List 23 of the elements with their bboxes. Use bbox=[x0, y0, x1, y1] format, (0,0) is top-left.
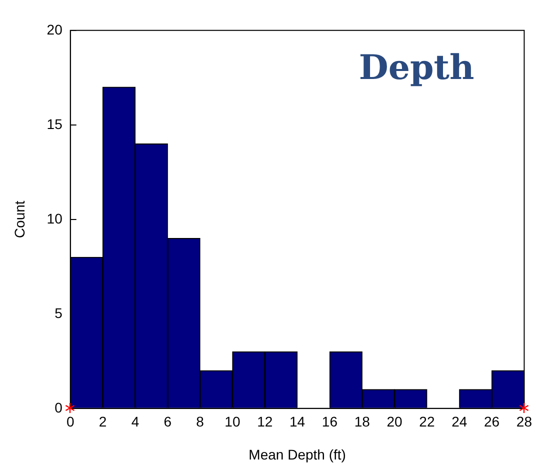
x-tick-label: 14 bbox=[290, 414, 306, 430]
y-tick-label: 15 bbox=[46, 116, 63, 132]
x-tick-label: 0 bbox=[66, 414, 74, 430]
x-tick-label: 24 bbox=[452, 414, 468, 430]
x-tick-label: 16 bbox=[322, 414, 338, 430]
x-tick-label: 10 bbox=[224, 414, 240, 430]
x-tick-label: 20 bbox=[386, 414, 403, 430]
y-tick-label: 0 bbox=[54, 399, 63, 416]
x-tick-label: 6 bbox=[164, 414, 172, 430]
x-tick-label: 26 bbox=[484, 414, 500, 430]
y-axis-title: Count bbox=[11, 200, 28, 238]
x-tick-label: 8 bbox=[196, 414, 204, 430]
x-tick-label: 12 bbox=[257, 414, 273, 430]
x-tick-label: 4 bbox=[131, 414, 140, 430]
y-tick-label: 20 bbox=[46, 21, 63, 38]
y-tick-label: 10 bbox=[46, 210, 63, 226]
y-tick-label: 5 bbox=[54, 304, 63, 321]
text: Depth bbox=[358, 48, 474, 88]
x-tick-label: 2 bbox=[98, 414, 107, 430]
x-tick-label: 22 bbox=[419, 414, 435, 430]
x-tick-label: 28 bbox=[516, 414, 532, 430]
x-axis-title: Mean Depth (ft) bbox=[248, 446, 346, 462]
x-tick-label: 18 bbox=[354, 414, 370, 430]
